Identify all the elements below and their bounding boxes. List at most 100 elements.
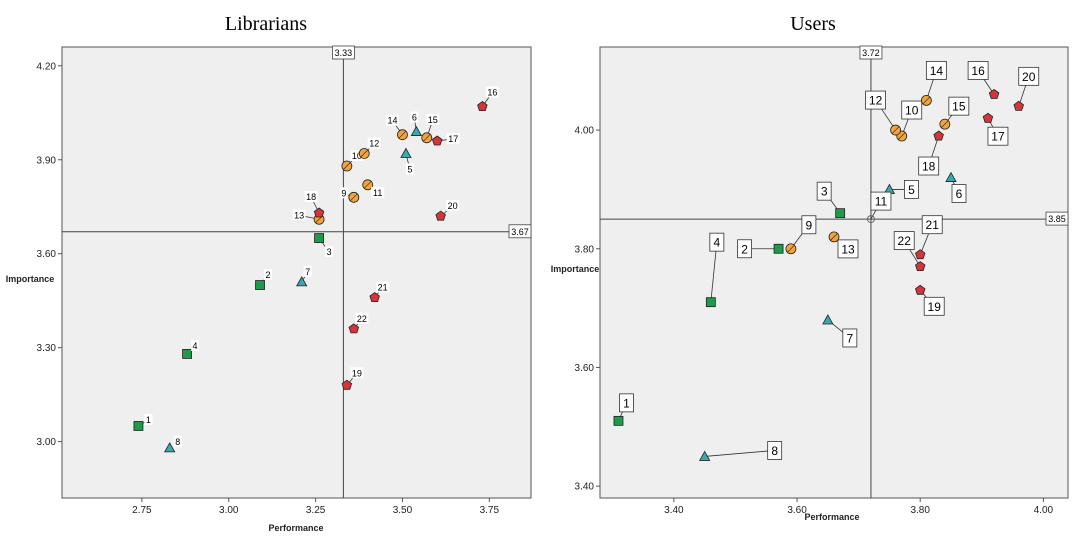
- point-label-box: [918, 156, 940, 176]
- point-label-22: 22: [357, 314, 367, 324]
- point-mark-stroke: [360, 149, 368, 158]
- point-label-15: 15: [428, 115, 438, 125]
- point-label-bg: [405, 163, 414, 175]
- point-mark-stroke: [423, 134, 431, 142]
- point-label-box: [987, 126, 1009, 146]
- data-point-22: [348, 323, 360, 334]
- y-tick-label: 3.40: [575, 482, 595, 493]
- point-label-box: [893, 231, 915, 250]
- data-point-3: [835, 208, 846, 219]
- point-label-box: [619, 393, 634, 413]
- y-tick-label: 3.60: [575, 363, 595, 374]
- point-label-bg: [339, 187, 348, 199]
- x-tick-label: 3.00: [219, 505, 239, 516]
- point-label-2: 2: [741, 242, 748, 256]
- x-reference-label-box: [859, 45, 883, 60]
- point-label-box: [865, 90, 886, 110]
- point-label-17: 17: [991, 130, 1005, 144]
- point-label-18: 18: [922, 160, 936, 174]
- point-mark-stroke: [787, 245, 795, 253]
- point-label-bg: [367, 137, 381, 149]
- point-label-7: 7: [846, 331, 853, 345]
- point-label-bg: [303, 265, 312, 277]
- data-point-8: [699, 450, 711, 461]
- point-label-box: [904, 180, 919, 199]
- x-tick-label: 3.80: [910, 505, 930, 516]
- x-tick-label: 3.25: [306, 505, 326, 516]
- chart-title: Users: [790, 13, 836, 35]
- data-point-21: [369, 292, 380, 303]
- data-point-17: [982, 112, 994, 123]
- point-label-4: 4: [713, 236, 720, 250]
- point-label-box: [709, 232, 725, 252]
- point-label-4: 4: [193, 341, 198, 351]
- point-label-box: [870, 191, 892, 211]
- point-label-bg: [371, 186, 385, 198]
- point-label-bg: [426, 113, 440, 125]
- y-reference-label: 3.67: [511, 227, 529, 237]
- data-point-7: [822, 314, 834, 325]
- data-point-19: [341, 379, 353, 390]
- librarians-chart: Librarians Performance Importance 2.75 3.…: [6, 13, 532, 533]
- point-label-9: 9: [341, 188, 346, 198]
- point-label-3: 3: [821, 185, 828, 199]
- point-label-14: 14: [930, 64, 944, 78]
- axis-ticks: 3.40 3.60 3.80 4.00 3.40 3.60 3.80 4.00: [575, 126, 1054, 516]
- point-mark-stroke: [830, 233, 838, 241]
- point-mark-stroke: [350, 193, 358, 202]
- point-label-15: 15: [952, 100, 966, 114]
- y-reference-label-box: [1045, 211, 1069, 226]
- point-label-10: 10: [905, 104, 919, 118]
- point-label-1: 1: [146, 415, 151, 425]
- point-label-bg: [350, 150, 364, 162]
- point-label-18: 18: [306, 192, 316, 202]
- point-label-2: 2: [266, 270, 271, 280]
- y-tick-label: 3.80: [575, 244, 595, 255]
- x-reference-label: 3.33: [335, 48, 353, 58]
- point-label-bg: [385, 114, 399, 126]
- users-chart: Users Performance Importance 3.40 3.60 3.8…: [551, 13, 1069, 522]
- point-mark-stroke: [343, 162, 351, 170]
- point-label-22: 22: [898, 234, 912, 248]
- point-label-box: [951, 184, 967, 203]
- data-point-6: [945, 171, 957, 182]
- point-label-21: 21: [926, 218, 940, 232]
- point-label-3: 3: [327, 247, 332, 257]
- point-label-box: [842, 328, 858, 348]
- point-label-9: 9: [806, 218, 813, 232]
- axis-ticks: 2.75 3.00 3.25 3.50 3.75 3.00 3.30 3.60 3.90 4.20: [37, 61, 500, 516]
- x-reference-label: 3.72: [862, 48, 880, 58]
- data-point-18: [933, 130, 944, 141]
- point-label-13: 13: [841, 242, 855, 256]
- point-label-bg: [144, 413, 153, 425]
- point-leader-line: [710, 242, 718, 303]
- x-tick-label: 3.75: [480, 505, 500, 516]
- point-mark-stroke: [922, 96, 931, 105]
- y-tick-label: 3.30: [37, 343, 57, 354]
- point-leader-line: [704, 450, 775, 457]
- data-point-11: [866, 215, 875, 224]
- y-axis-title: Importance: [6, 274, 55, 284]
- data-point-4: [182, 349, 192, 359]
- data-point-2: [255, 280, 265, 290]
- point-label-20: 20: [1022, 70, 1036, 84]
- chart-title: Librarians: [225, 13, 307, 35]
- data-point-16: [988, 89, 1000, 99]
- point-label-bg: [355, 312, 369, 324]
- data-point-20: [1013, 100, 1024, 111]
- point-label-21: 21: [378, 283, 388, 293]
- data-point-8: [164, 442, 176, 453]
- y-tick-label: 3.90: [37, 155, 57, 166]
- point-label-bg: [191, 339, 200, 351]
- point-label-12: 12: [869, 94, 883, 108]
- point-label-box: [837, 239, 859, 259]
- y-tick-label: 3.00: [37, 437, 57, 448]
- x-axis-title: Performance: [268, 523, 323, 533]
- point-label-bg: [292, 209, 306, 221]
- y-reference-label-box: [508, 224, 532, 239]
- y-reference-label: 3.85: [1048, 214, 1066, 224]
- point-label-box: [737, 239, 752, 259]
- point-mark-stroke: [891, 126, 900, 134]
- plot-area: [599, 46, 1069, 499]
